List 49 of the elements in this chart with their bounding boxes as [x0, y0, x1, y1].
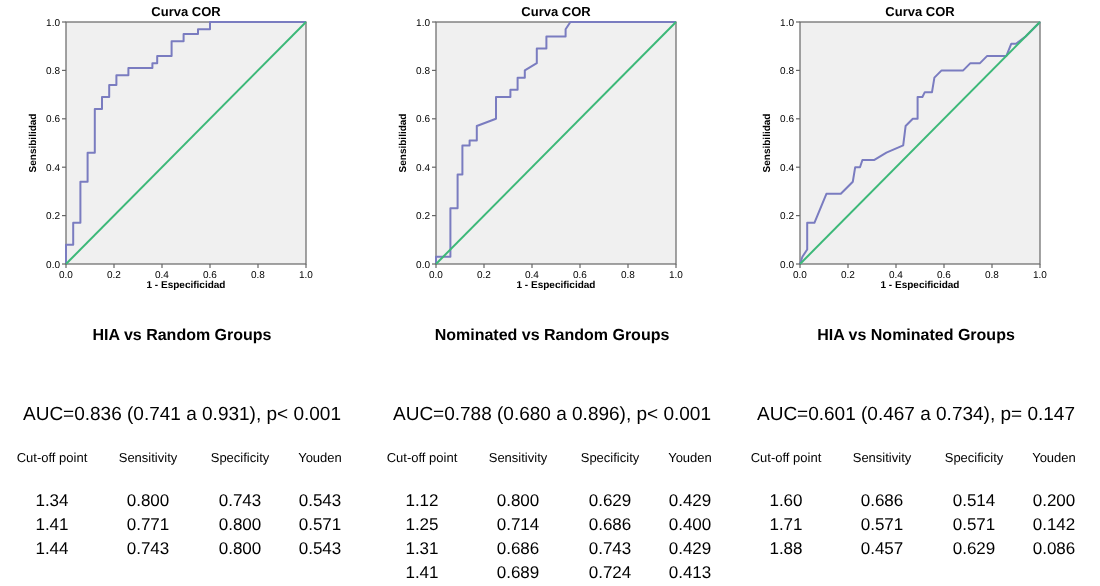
text: 1.34: [35, 490, 70, 510]
text: 0.724: [588, 562, 632, 582]
text: 0.800: [126, 490, 170, 510]
text: AUC=0.788 (0.680 a 0.896), p< 0.001: [393, 404, 711, 426]
text: 0.743: [218, 490, 262, 510]
text: Nominated vs Random Groups: [434, 326, 671, 344]
text: 1.31: [405, 538, 440, 558]
text: 0.142: [1032, 514, 1076, 534]
line-series: [799, 21, 1041, 265]
text: 0.743: [588, 538, 632, 558]
text: 0.571: [952, 514, 996, 534]
text: 0.800: [218, 538, 262, 558]
line-series: [435, 21, 677, 265]
text: AUC=0.836 (0.741 a 0.931), p< 0.001: [23, 404, 341, 426]
text: 0.571: [860, 514, 904, 534]
text: 0.429: [668, 538, 712, 558]
text: 0.686: [860, 490, 904, 510]
text: 0.800: [496, 490, 540, 510]
text: 0.800: [218, 514, 262, 534]
text: 0.771: [126, 514, 170, 534]
text: 1.41: [35, 514, 70, 534]
text: 0.457: [860, 538, 904, 558]
text: 1.88: [769, 538, 804, 558]
text: 0.086: [1032, 538, 1076, 558]
text: 0.400: [668, 514, 712, 534]
text: 0.686: [588, 514, 632, 534]
text: 0.629: [588, 490, 632, 510]
text: 0.743: [126, 538, 170, 558]
text: 0.413: [668, 562, 712, 582]
text: 0.689: [496, 562, 540, 582]
text: 0.429: [668, 490, 712, 510]
text: 1.71: [769, 514, 804, 534]
text: 1.44: [35, 538, 70, 558]
text: 0.543: [298, 490, 342, 510]
text: 1.41: [405, 562, 440, 582]
text: 0.629: [952, 538, 996, 558]
text: 0.686: [496, 538, 540, 558]
text: 0.571: [298, 514, 342, 534]
line-series: [65, 21, 307, 265]
text: 0.514: [952, 490, 996, 510]
text: 1.60: [769, 490, 804, 510]
text: 0.714: [496, 514, 540, 534]
text: 0.200: [1032, 490, 1076, 510]
text: HIA vs Nominated Groups: [817, 326, 1016, 344]
text: 1.12: [405, 490, 440, 510]
text: 1.25: [405, 514, 440, 534]
text: AUC=0.601 (0.467 a 0.734), p= 0.147: [757, 404, 1075, 426]
text: 0.543: [298, 538, 342, 558]
text: HIA vs Random Groups: [92, 326, 273, 344]
